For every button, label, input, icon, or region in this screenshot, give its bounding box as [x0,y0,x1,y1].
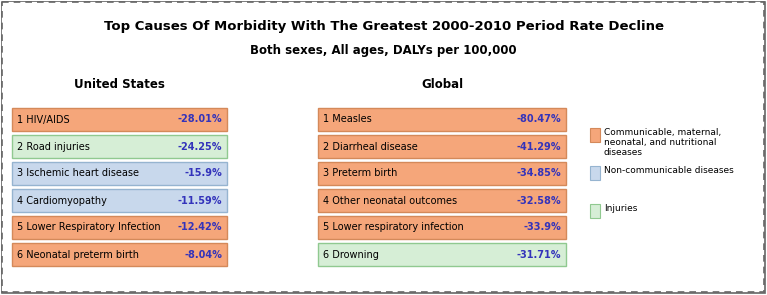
Text: -32.58%: -32.58% [516,196,561,206]
Text: 5 Lower respiratory infection: 5 Lower respiratory infection [323,222,464,232]
FancyBboxPatch shape [590,204,600,218]
Text: -12.42%: -12.42% [177,222,222,232]
Text: 3 Preterm birth: 3 Preterm birth [323,168,397,178]
FancyBboxPatch shape [590,166,600,180]
Text: -33.9%: -33.9% [523,222,561,232]
Text: United States: United States [74,78,165,91]
FancyBboxPatch shape [318,189,566,212]
FancyBboxPatch shape [12,135,227,158]
FancyBboxPatch shape [318,108,566,131]
Text: -80.47%: -80.47% [516,114,561,124]
FancyBboxPatch shape [2,2,764,292]
Text: -41.29%: -41.29% [516,142,561,152]
FancyBboxPatch shape [318,243,566,266]
Text: 1 HIV/AIDS: 1 HIV/AIDS [17,114,70,124]
Text: Global: Global [421,78,463,91]
Text: -34.85%: -34.85% [516,168,561,178]
FancyBboxPatch shape [318,135,566,158]
Text: -28.01%: -28.01% [177,114,222,124]
Text: diseases: diseases [604,148,643,157]
Text: -31.71%: -31.71% [516,250,561,260]
FancyBboxPatch shape [318,216,566,239]
FancyBboxPatch shape [590,128,600,142]
Text: 4 Other neonatal outcomes: 4 Other neonatal outcomes [323,196,457,206]
FancyBboxPatch shape [12,189,227,212]
Text: 2 Road injuries: 2 Road injuries [17,142,90,152]
Text: neonatal, and nutritional: neonatal, and nutritional [604,138,716,147]
Text: -15.9%: -15.9% [184,168,222,178]
Text: Communicable, maternal,: Communicable, maternal, [604,128,721,137]
FancyBboxPatch shape [12,243,227,266]
Text: -11.59%: -11.59% [177,196,222,206]
Text: -8.04%: -8.04% [184,250,222,260]
Text: 5 Lower Respiratory Infection: 5 Lower Respiratory Infection [17,222,160,232]
FancyBboxPatch shape [12,216,227,239]
Text: -24.25%: -24.25% [177,142,222,152]
FancyBboxPatch shape [12,162,227,185]
Text: 1 Measles: 1 Measles [323,114,372,124]
Text: Non-communicable diseases: Non-communicable diseases [604,166,734,175]
Text: Injuries: Injuries [604,204,637,213]
FancyBboxPatch shape [318,162,566,185]
Text: 4 Cardiomyopathy: 4 Cardiomyopathy [17,196,107,206]
Text: Both sexes, All ages, DALYs per 100,000: Both sexes, All ages, DALYs per 100,000 [250,44,517,57]
FancyBboxPatch shape [12,108,227,131]
Text: 2 Diarrheal disease: 2 Diarrheal disease [323,142,418,152]
Text: 6 Neonatal preterm birth: 6 Neonatal preterm birth [17,250,139,260]
Text: 3 Ischemic heart disease: 3 Ischemic heart disease [17,168,139,178]
Text: 6 Drowning: 6 Drowning [323,250,379,260]
Text: Top Causes Of Morbidity With The Greatest 2000-2010 Period Rate Decline: Top Causes Of Morbidity With The Greates… [104,20,663,33]
